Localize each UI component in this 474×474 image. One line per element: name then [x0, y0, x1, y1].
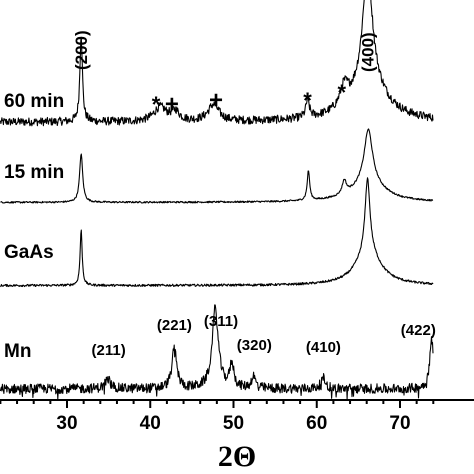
- gaas-peak-label: (200): [72, 30, 91, 70]
- mn-peak-label: (311): [204, 313, 238, 330]
- series-label-15-min: 15 min: [4, 162, 64, 183]
- plus-marker: +: [165, 91, 179, 118]
- x-axis-label: 2Θ: [218, 440, 256, 473]
- mn-peak-label: (211): [92, 342, 126, 359]
- x-tick-label: 70: [389, 413, 410, 434]
- series-label-gaas: GaAs: [4, 242, 54, 263]
- plus-marker: +: [209, 87, 223, 114]
- mn-peak-label: (422): [401, 322, 436, 339]
- series-label-60-min: 60 min: [4, 91, 64, 112]
- series-15-min: [0, 128, 434, 204]
- mn-peak-label: (221): [157, 317, 192, 334]
- series-mn: [0, 304, 434, 400]
- mn-peak-label: (320): [237, 337, 272, 354]
- series-layer: [0, 0, 434, 400]
- x-tick-label: 40: [140, 413, 161, 434]
- series-60-min: [0, 0, 434, 127]
- x-tick-label: 60: [306, 413, 327, 434]
- asterisk-marker: *: [303, 88, 312, 113]
- series-gaas: [0, 177, 434, 288]
- x-tick-label: 30: [56, 413, 77, 434]
- x-tick-label: 50: [223, 413, 244, 434]
- asterisk-marker: *: [337, 80, 346, 105]
- gaas-peak-label: (400): [359, 32, 378, 72]
- x-axis: [0, 399, 474, 408]
- asterisk-marker: *: [152, 92, 161, 117]
- series-label-mn: Mn: [4, 341, 31, 362]
- mn-peak-label: (410): [306, 339, 341, 356]
